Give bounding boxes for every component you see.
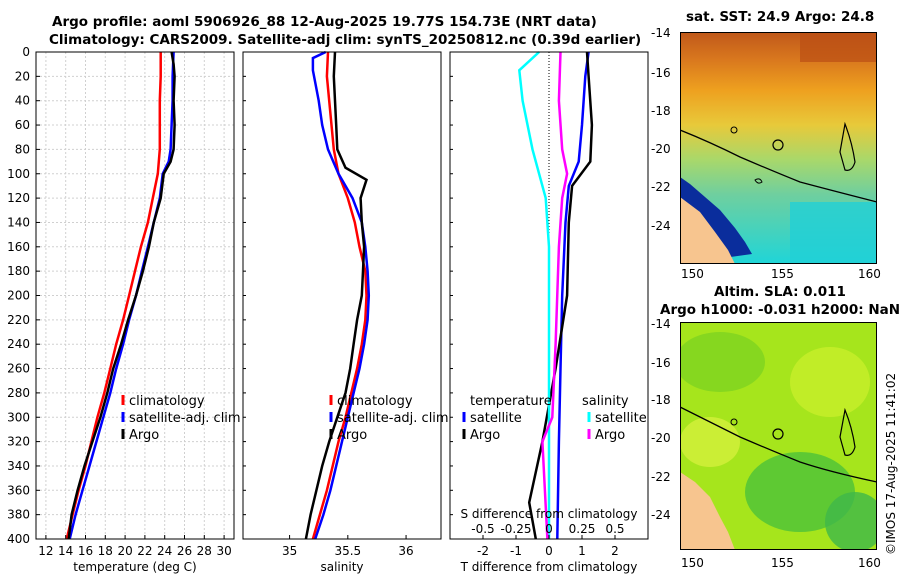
depth-tick-label-9: 180 — [7, 264, 30, 278]
sla-map-xtick-3: 160 — [858, 556, 881, 570]
salinity-series-0 — [311, 51, 368, 540]
difference-legend-temp-label-1: Argo — [470, 428, 500, 443]
depth-tick-label-11: 220 — [7, 313, 30, 327]
sst-map-ytick-4: -20 — [651, 142, 671, 156]
depth-tick-label-1: 20 — [15, 69, 30, 83]
sst-map-ytick-2: -16 — [651, 66, 671, 80]
sla-map-xtick-2: 155 — [771, 556, 794, 570]
difference-s-xtick-label-3: 0.25 — [569, 522, 596, 536]
temperature-xlabel: temperature (deg C) — [73, 560, 196, 574]
sst-map-ytick-1: -14 — [651, 26, 671, 40]
depth-tick-label-14: 280 — [7, 386, 30, 400]
depth-tick-label-0: 0 — [22, 45, 30, 59]
depth-tick-label-8: 160 — [7, 240, 30, 254]
depth-tick-label-17: 340 — [7, 459, 30, 473]
difference-legend-temp-title: temperature — [470, 394, 552, 409]
sla-map-ytick-2: -16 — [651, 356, 671, 370]
depth-tick-label-2: 40 — [15, 94, 30, 108]
salinity-xlabel: salinity — [320, 560, 363, 574]
depth-tick-label-15: 300 — [7, 410, 30, 424]
sla-map-xtick-1: 150 — [681, 556, 704, 570]
depth-tick-label-7: 140 — [7, 215, 30, 229]
difference-xlabel: T difference from climatology — [460, 560, 638, 574]
sst-map-ytick-5: -22 — [651, 180, 671, 194]
depth-tick-label-4: 80 — [15, 142, 30, 156]
salinity-xtick-label-0: 35 — [282, 544, 297, 558]
difference-series-1 — [527, 51, 594, 540]
difference-xtick-label-4: 2 — [611, 544, 619, 558]
difference-s-xtick-label-4: 0.5 — [605, 522, 624, 536]
difference-xtick-label-2: 0 — [545, 544, 553, 558]
copyright-timestamp: ©IMOS 17-Aug-2025 11:41:02 — [884, 372, 898, 555]
difference-legend-temp-label-0: satellite — [470, 411, 522, 426]
difference-series-3 — [541, 51, 569, 540]
salinity-legend-label-1: satellite-adj. clim — [337, 411, 449, 426]
sla-map-ytick-5: -22 — [651, 470, 671, 484]
temperature-xtick-label-0: 12 — [38, 544, 53, 558]
sst-map — [680, 32, 877, 264]
sst-map-frame — [680, 32, 877, 264]
difference-s-xtick-label-1: -0.25 — [500, 522, 531, 536]
sst-map-ytick-6: -24 — [651, 219, 671, 233]
depth-tick-label-12: 240 — [7, 337, 30, 351]
sla-map-ytick-6: -24 — [651, 508, 671, 522]
temperature-xtick-label-5: 22 — [137, 544, 152, 558]
sla-map-ytick-3: -18 — [651, 393, 671, 407]
sla-map-title-line2: Argo h1000: -0.031 h2000: NaN — [660, 302, 900, 318]
sla-map-title-line1: Altim. SLA: 0.011 — [714, 284, 846, 300]
difference-xtick-label-1: -1 — [510, 544, 522, 558]
sst-map-xtick-3: 160 — [858, 267, 881, 281]
sla-map — [680, 322, 877, 550]
temperature-xtick-label-1: 14 — [58, 544, 73, 558]
sla-map-frame — [680, 322, 877, 550]
temperature-legend-label-1: satellite-adj. clim — [129, 411, 241, 426]
sst-map-title: sat. SST: 24.9 Argo: 24.8 — [686, 9, 875, 25]
sst-map-xtick-2: 155 — [771, 267, 794, 281]
sla-map-ytick-1: -14 — [651, 317, 671, 331]
difference-s-xlabel: S difference from climatology — [461, 507, 638, 521]
difference-s-xtick-label-0: -0.5 — [471, 522, 494, 536]
salinity-legend-label-2: Argo — [337, 428, 367, 443]
salinity-series-2 — [304, 51, 368, 540]
salinity-xtick-label-1: 35.5 — [334, 544, 361, 558]
temperature-xtick-label-6: 24 — [157, 544, 172, 558]
difference-xtick-label-3: 1 — [578, 544, 586, 558]
depth-tick-label-5: 100 — [7, 167, 30, 181]
difference-xtick-label-0: -2 — [477, 544, 489, 558]
difference-s-xtick-label-2: 0 — [545, 522, 553, 536]
difference-legend-sal-title: salinity — [582, 394, 629, 409]
depth-tick-label-6: 120 — [7, 191, 30, 205]
depth-tick-label-16: 320 — [7, 435, 30, 449]
depth-tick-label-3: 60 — [15, 118, 30, 132]
sla-map-ytick-4: -20 — [651, 431, 671, 445]
salinity-legend-label-0: climatology — [337, 394, 413, 409]
salinity-series-1 — [311, 50, 371, 540]
temperature-xtick-label-8: 28 — [197, 544, 212, 558]
depth-tick-label-10: 200 — [7, 289, 30, 303]
sst-map-ytick-3: -18 — [651, 104, 671, 118]
temperature-xtick-label-2: 16 — [78, 544, 93, 558]
temperature-legend-label-2: Argo — [129, 428, 159, 443]
temperature-xtick-label-4: 20 — [117, 544, 132, 558]
difference-series-2 — [517, 51, 551, 539]
salinity-xtick-label-2: 36 — [398, 544, 413, 558]
depth-tick-label-19: 380 — [7, 508, 30, 522]
temperature-legend-label-0: climatology — [129, 394, 205, 409]
depth-tick-label-20: 400 — [7, 532, 30, 546]
difference-series-0 — [556, 51, 590, 540]
difference-legend-sal-label-1: Argo — [595, 428, 625, 443]
salinity-frame — [242, 51, 442, 540]
sst-map-xtick-1: 150 — [681, 267, 704, 281]
figure-title-line1: Argo profile: aoml 5906926_88 12-Aug-202… — [52, 14, 597, 30]
temperature-xtick-label-7: 26 — [177, 544, 192, 558]
depth-tick-label-18: 360 — [7, 483, 30, 497]
figure-title-line2: Climatology: CARS2009. Satellite-adj cli… — [49, 32, 642, 48]
depth-tick-label-13: 260 — [7, 362, 30, 376]
temperature-xtick-label-9: 30 — [216, 544, 231, 558]
temperature-xtick-label-3: 18 — [98, 544, 113, 558]
difference-legend-sal-label-0: satellite — [595, 411, 647, 426]
temperature-series-2 — [67, 51, 176, 540]
